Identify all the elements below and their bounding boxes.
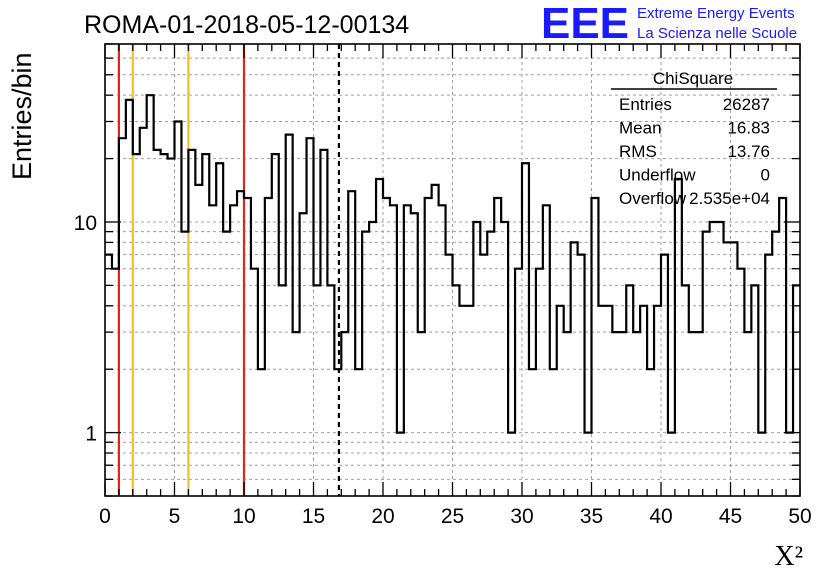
reference-lines <box>117 44 341 496</box>
logo-tagline-1: Extreme Energy Events <box>637 5 795 22</box>
logo-tagline-2: La Scienza nelle Scuole <box>637 25 797 42</box>
x-tick-label: 0 <box>99 505 111 528</box>
x-tick-label: 10 <box>232 505 255 528</box>
stats-title: ChiSquare <box>653 69 733 88</box>
x-tick-label: 50 <box>788 505 811 528</box>
x-tick-label: 35 <box>580 505 603 528</box>
x-tick-label: 45 <box>719 505 742 528</box>
x-tick-label: 30 <box>510 505 533 528</box>
stats-value-overflow: 2.535e+04 <box>689 189 770 208</box>
x-tick-label: 5 <box>169 505 181 528</box>
stats-box: ChiSquare Entries 26287 Mean 16.83 RMS 13.76 U… <box>611 69 777 208</box>
grid <box>105 43 800 497</box>
y-tick-label: 10 <box>74 212 97 235</box>
x-tick-label: 20 <box>371 505 394 528</box>
stats-value-entries: 26287 <box>723 95 770 114</box>
stats-value-underflow: 0 <box>761 166 770 185</box>
axes: 0 5 10 15 20 25 30 35 40 45 50 1 10 <box>74 43 812 528</box>
x-tick-label: 40 <box>649 505 672 528</box>
stats-label-mean: Mean <box>619 119 662 138</box>
x-tick-label: 15 <box>302 505 325 528</box>
stats-value-mean: 16.83 <box>727 119 770 138</box>
histogram-series <box>105 94 800 434</box>
x-tick-label: 25 <box>441 505 464 528</box>
y-tick-label: 1 <box>85 423 97 446</box>
chart-title: ROMA-01-2018-05-12-00134 <box>84 11 409 39</box>
y-axis-label: Entries/bin <box>7 52 37 180</box>
stats-label-overflow: Overflow <box>619 189 687 208</box>
stats-label-rms: RMS <box>619 142 657 161</box>
stats-label-underflow: Underflow <box>619 166 696 185</box>
eee-logo: EEE <box>541 0 629 48</box>
stats-label-entries: Entries <box>619 95 672 114</box>
x-axis-label: X² <box>774 541 803 572</box>
stats-value-rms: 13.76 <box>727 142 770 161</box>
